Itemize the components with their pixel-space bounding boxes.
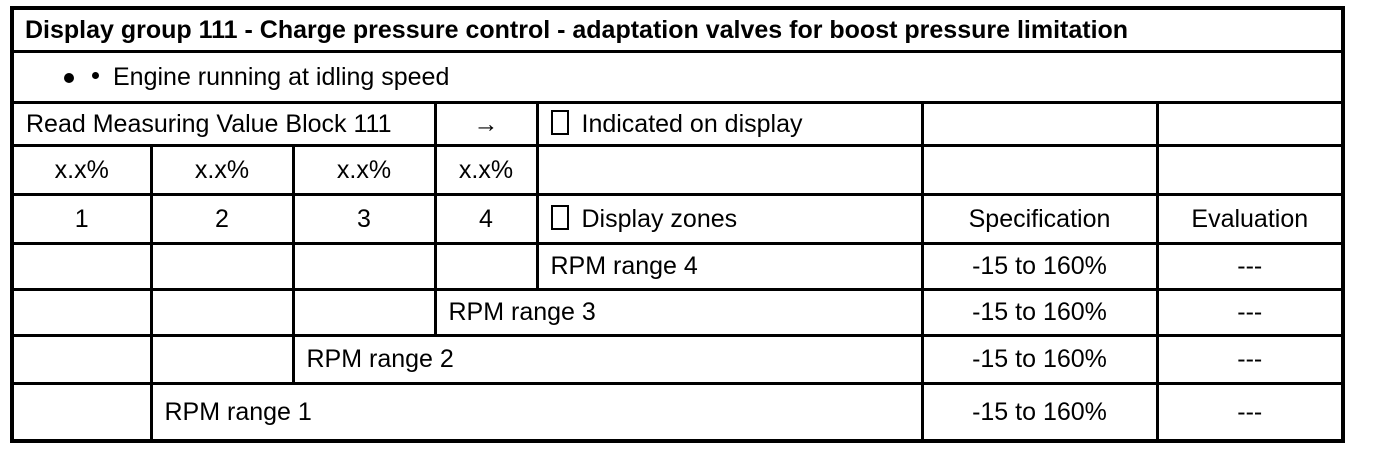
read-block-row: Read Measuring Value Block 111 → Indicat…	[10, 101, 1345, 147]
empty-cell	[10, 242, 153, 291]
rpm-range-label: RPM range 1	[149, 382, 924, 443]
table-row-rpm-range-2: RPM range 2 -15 to 160% ---	[10, 334, 1345, 385]
evaluation-value: ---	[1155, 382, 1345, 443]
evaluation-value: ---	[1155, 288, 1345, 337]
evaluation-header: Evaluation	[1155, 193, 1345, 245]
zone-number-1: 1	[10, 193, 153, 245]
zone-number-4: 4	[433, 193, 539, 245]
condition-row: Engine running at idling speed	[10, 50, 1345, 104]
specification-value: -15 to 160%	[920, 382, 1159, 443]
empty-cell	[10, 334, 153, 385]
empty-cell	[149, 242, 295, 291]
zone-header-row: 1 2 3 4 Display zones Specification Eval…	[10, 193, 1345, 245]
zone-number-3: 3	[291, 193, 437, 245]
empty-cell	[1155, 101, 1345, 147]
specification-header: Specification	[920, 193, 1159, 245]
table-row-rpm-range-4: RPM range 4 -15 to 160% ---	[10, 242, 1345, 291]
condition-text: Engine running at idling speed	[113, 62, 450, 91]
display-zones-cell: Display zones	[535, 193, 924, 245]
manual-page: Display group 111 - Charge pressure cont…	[10, 6, 1346, 443]
rpm-range-label: RPM range 3	[433, 288, 924, 337]
measuring-value-block-table: Display group 111 - Charge pressure cont…	[10, 6, 1346, 443]
display-value-2: x.x%	[149, 144, 295, 196]
box-icon	[550, 109, 569, 135]
empty-cell	[149, 288, 295, 337]
evaluation-value: ---	[1155, 334, 1345, 385]
arrow-icon: →	[433, 101, 539, 147]
display-zones-label: Display zones	[581, 204, 738, 233]
empty-cell	[920, 101, 1159, 147]
specification-value: -15 to 160%	[920, 242, 1159, 291]
empty-cell	[10, 288, 153, 337]
empty-cell	[920, 144, 1159, 196]
box-icon	[550, 204, 569, 230]
read-instruction: Read Measuring Value Block 111	[10, 101, 437, 147]
rpm-range-label: RPM range 4	[535, 242, 924, 291]
condition-cell: Engine running at idling speed	[10, 50, 1345, 104]
bullet-large-icon	[64, 72, 74, 83]
empty-cell	[10, 382, 153, 443]
page-title: Display group 111 - Charge pressure cont…	[10, 6, 1345, 53]
title-row: Display group 111 - Charge pressure cont…	[10, 6, 1345, 53]
display-value-4: x.x%	[433, 144, 539, 196]
empty-cell	[1155, 144, 1345, 196]
empty-cell	[149, 334, 295, 385]
bullet-small-icon	[92, 72, 99, 80]
display-values-row: x.x% x.x% x.x% x.x%	[10, 144, 1345, 196]
display-value-3: x.x%	[291, 144, 437, 196]
zone-number-2: 2	[149, 193, 295, 245]
empty-cell	[535, 144, 924, 196]
table-row-rpm-range-3: RPM range 3 -15 to 160% ---	[10, 288, 1345, 337]
empty-cell	[291, 288, 437, 337]
evaluation-value: ---	[1155, 242, 1345, 291]
empty-cell	[433, 242, 539, 291]
specification-value: -15 to 160%	[920, 334, 1159, 385]
rpm-range-label: RPM range 2	[291, 334, 924, 385]
display-value-1: x.x%	[10, 144, 153, 196]
table-row-rpm-range-1: RPM range 1 -15 to 160% ---	[10, 382, 1345, 443]
read-result-cell: Indicated on display	[535, 101, 924, 147]
specification-value: -15 to 160%	[920, 288, 1159, 337]
empty-cell	[291, 242, 437, 291]
read-result-label: Indicated on display	[581, 109, 803, 138]
